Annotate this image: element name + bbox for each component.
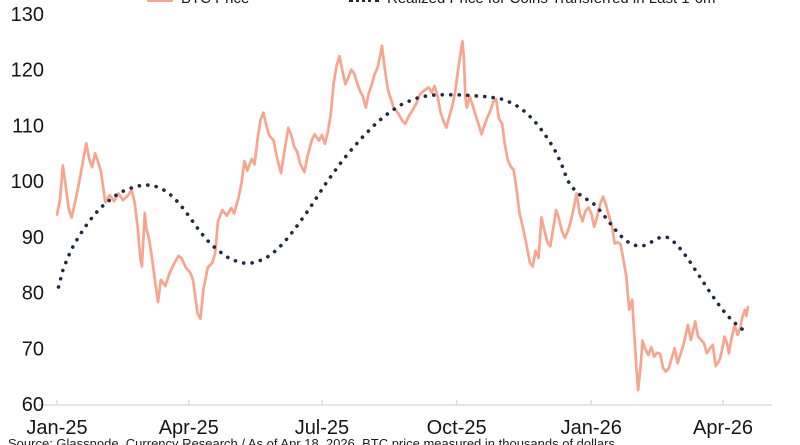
- x-tick-label: Jan-25: [26, 417, 87, 439]
- y-tick-label: 130: [11, 4, 44, 26]
- y-tick-label: 120: [11, 60, 44, 82]
- source-footer: Source: Glassnode, Currency Research / A…: [8, 436, 619, 445]
- realized-line-swatch: [349, 0, 379, 2]
- y-tick-label: 90: [22, 227, 44, 249]
- x-tick-label: Apr-26: [693, 417, 753, 439]
- x-tick-label: Jan-26: [561, 417, 622, 439]
- y-tick-label: 70: [22, 338, 44, 360]
- legend-item-btc-price: BTC Price: [147, 0, 249, 6]
- y-tick-label: 80: [22, 283, 44, 305]
- btc-line-swatch: [147, 0, 173, 2]
- y-tick-label: 60: [22, 394, 44, 416]
- btc-price-line: [55, 39, 750, 392]
- x-tick-label: Jul-25: [295, 417, 349, 439]
- realized-price-line: [56, 93, 749, 333]
- legend-item-realized-price: Realized Price for Coins Transferred in …: [349, 0, 715, 6]
- y-tick-label: 100: [11, 171, 44, 193]
- x-tick-label: Apr-25: [159, 417, 219, 439]
- x-tick-label: Oct-25: [427, 417, 487, 439]
- legend-label-realized-price: Realized Price for Coins Transferred in …: [387, 0, 715, 6]
- y-tick-label: 110: [12, 115, 44, 137]
- legend-label-btc-price: BTC Price: [181, 0, 249, 6]
